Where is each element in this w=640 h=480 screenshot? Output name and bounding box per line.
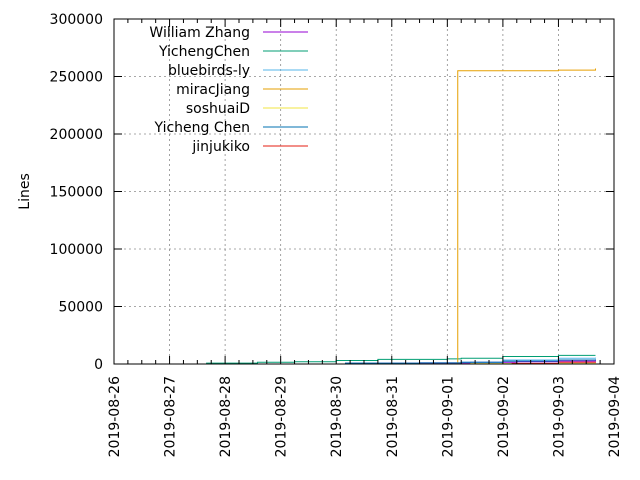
y-axis-label: Lines xyxy=(17,173,33,209)
series-line xyxy=(456,68,596,365)
x-tick-label: 2019-08-31 xyxy=(385,376,401,457)
y-tick-label: 200000 xyxy=(50,127,103,143)
grid xyxy=(114,19,614,364)
y-tick-label: 100000 xyxy=(50,242,103,258)
axis-ticks: 0 50000 100000 150000 200000 250000 300000 2019… xyxy=(50,12,623,457)
x-tick-label: 2019-08-27 xyxy=(163,376,179,457)
series-layer xyxy=(201,68,596,365)
legend-label: William Zhang xyxy=(149,25,250,41)
x-tick-label: 2019-08-30 xyxy=(329,376,345,457)
legend: William Zhang YichengChen bluebirds-ly mira… xyxy=(149,25,308,155)
x-tick-label: 2019-09-03 xyxy=(551,376,567,457)
legend-label: bluebirds-ly xyxy=(168,63,250,79)
x-tick-label: 2019-08-28 xyxy=(218,376,234,457)
legend-label: YichengChen xyxy=(158,44,250,60)
legend-label: soshuaiD xyxy=(186,101,250,117)
y-tick-label: 250000 xyxy=(50,70,103,86)
legend-label: Yicheng Chen xyxy=(154,120,250,136)
legend-label: miracJiang xyxy=(176,82,250,98)
x-tick-label: 2019-08-26 xyxy=(107,376,123,457)
x-tick-label: 2019-09-02 xyxy=(496,376,512,457)
y-tick-label: 150000 xyxy=(50,185,103,201)
legend-label: jinjukiko xyxy=(191,139,250,155)
x-tick-label: 2019-08-29 xyxy=(274,376,290,457)
y-tick-label: 50000 xyxy=(58,300,103,316)
y-tick-label: 300000 xyxy=(50,12,103,28)
x-tick-label: 2019-09-04 xyxy=(607,376,623,457)
y-tick-label: 0 xyxy=(94,357,103,373)
x-tick-label: 2019-09-01 xyxy=(440,376,456,457)
